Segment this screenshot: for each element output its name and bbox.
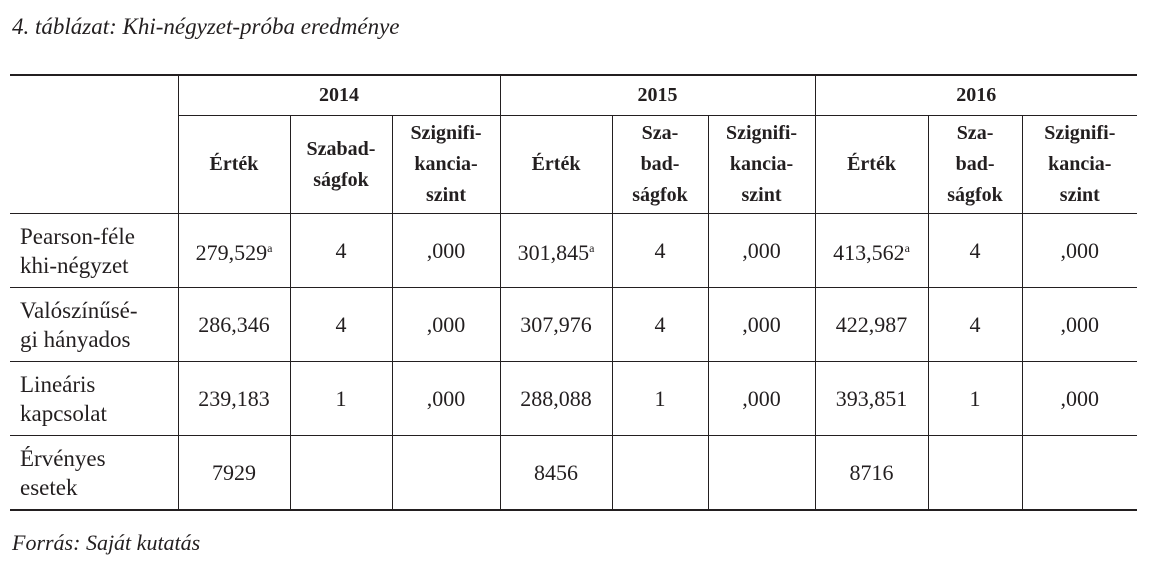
value-cell: ,000: [707, 213, 816, 288]
value-cell: 301,845a: [499, 213, 613, 288]
subheader: Szignifi- kancia- szint: [707, 115, 816, 214]
subheader: Szabad- ságfok: [289, 115, 393, 214]
value-cell: 393,851: [814, 361, 929, 436]
subheader: Szignifi- kancia- szint: [391, 115, 501, 214]
row-label: Érvényes esetek: [10, 435, 179, 511]
row-label: Lineáris kapcsolat: [10, 361, 179, 436]
empty-cell: [289, 435, 393, 511]
value-cell: 4: [927, 287, 1023, 362]
value-cell: 4: [289, 213, 393, 288]
value-text: 301,845: [517, 240, 590, 265]
value-cell: 1: [927, 361, 1023, 436]
year-header: 2014: [177, 74, 501, 116]
value-cell: ,000: [1021, 287, 1138, 362]
value-cell: ,000: [1021, 361, 1138, 436]
data-row: Valószínűsé- gi hányados 286,346 4,000 307,…: [10, 287, 1138, 362]
caption: 4. táblázat: Khi-négyzet-próba eredménye: [12, 14, 400, 39]
corner-cell: [10, 74, 179, 214]
value-cell: 4: [289, 287, 393, 362]
value-text: 279,529: [195, 240, 268, 265]
value-cell: 8456: [499, 435, 613, 511]
value-cell: 8716: [814, 435, 929, 511]
value-cell: 4: [611, 287, 709, 362]
subheader: Szignifi- kancia- szint: [1021, 115, 1138, 214]
results-table: 2014 2015 2016 Érték Szabad- ságfok Szignifi-…: [10, 74, 1138, 511]
value-cell: 413,562a: [814, 213, 929, 288]
subheader: Sza- bad- ságfok: [611, 115, 709, 214]
data-row: Lineáris kapcsolat 239,183 1,000 288,088 1,0…: [10, 361, 1138, 436]
empty-cell: [927, 435, 1023, 511]
year-row: 2014 2015 2016: [10, 74, 1138, 214]
value-cell: 286,346: [177, 287, 291, 362]
value-cell: 7929: [177, 435, 291, 511]
year-header: 2015: [499, 74, 816, 116]
data-row: Pearson-féle khi-négyzet 279,529a 4,000 301…: [10, 213, 1138, 288]
empty-cell: [1021, 435, 1138, 511]
subheader: Sza- bad- ságfok: [927, 115, 1023, 214]
subheader: Érték: [814, 115, 929, 214]
value-text: 413,562: [833, 240, 905, 265]
source-note: Forrás: Saját kutatás: [12, 530, 201, 555]
value-cell: ,000: [391, 287, 501, 362]
empty-cell: [391, 435, 501, 511]
value-cell: 4: [927, 213, 1023, 288]
value-cell: ,000: [707, 287, 816, 362]
value-cell: 288,088: [499, 361, 613, 436]
value-cell: 307,976: [499, 287, 613, 362]
value-cell: 239,183: [177, 361, 291, 436]
value-cell: ,000: [1021, 213, 1138, 288]
value-cell: 1: [289, 361, 393, 436]
footnote-mark: a: [589, 241, 595, 255]
value-cell: ,000: [391, 213, 501, 288]
value-cell: ,000: [391, 361, 501, 436]
value-cell: 279,529a: [177, 213, 291, 288]
value-cell: 4: [611, 213, 709, 288]
footnote-mark: a: [267, 241, 273, 255]
row-label: Valószínűsé- gi hányados: [10, 287, 179, 362]
subheader: Érték: [499, 115, 613, 214]
empty-cell: [707, 435, 816, 511]
value-cell: 422,987: [814, 287, 929, 362]
subheader-row: Érték Szabad- ságfok Szignifi- kancia- szi…: [10, 115, 1138, 214]
footnote-mark: a: [904, 241, 910, 255]
empty-cell: [611, 435, 709, 511]
row-label: Pearson-féle khi-négyzet: [10, 213, 179, 288]
subheader: Érték: [178, 115, 291, 214]
data-row: Érvényes esetek 7929 8456 8716: [10, 435, 1138, 511]
value-cell: 1: [611, 361, 709, 436]
year-header: 2016: [814, 74, 1138, 116]
value-cell: ,000: [707, 361, 816, 436]
